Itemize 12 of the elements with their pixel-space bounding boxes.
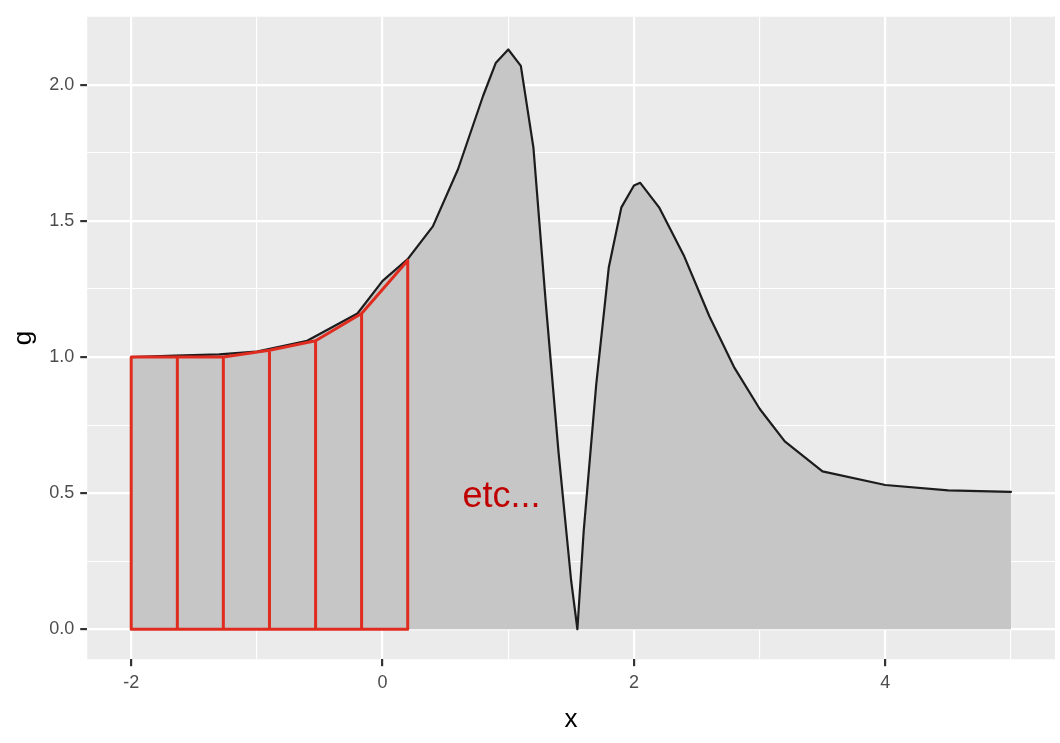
y-axis-title: g: [6, 330, 37, 346]
y-tick-label: 2.0: [49, 73, 75, 94]
x-tick-label: 0: [377, 671, 388, 692]
y-tick-label: 1.0: [49, 346, 75, 367]
y-tick-label: 0.0: [49, 618, 75, 639]
x-tick-label: -2: [123, 671, 140, 692]
annotation: etc...: [462, 473, 541, 515]
y-tick-label: 1.5: [49, 209, 75, 230]
y-tick-label: 0.5: [49, 482, 75, 503]
x-tick-label: 4: [880, 671, 891, 692]
x-axis-title: x: [564, 702, 578, 733]
x-tick-label: 2: [628, 671, 639, 692]
